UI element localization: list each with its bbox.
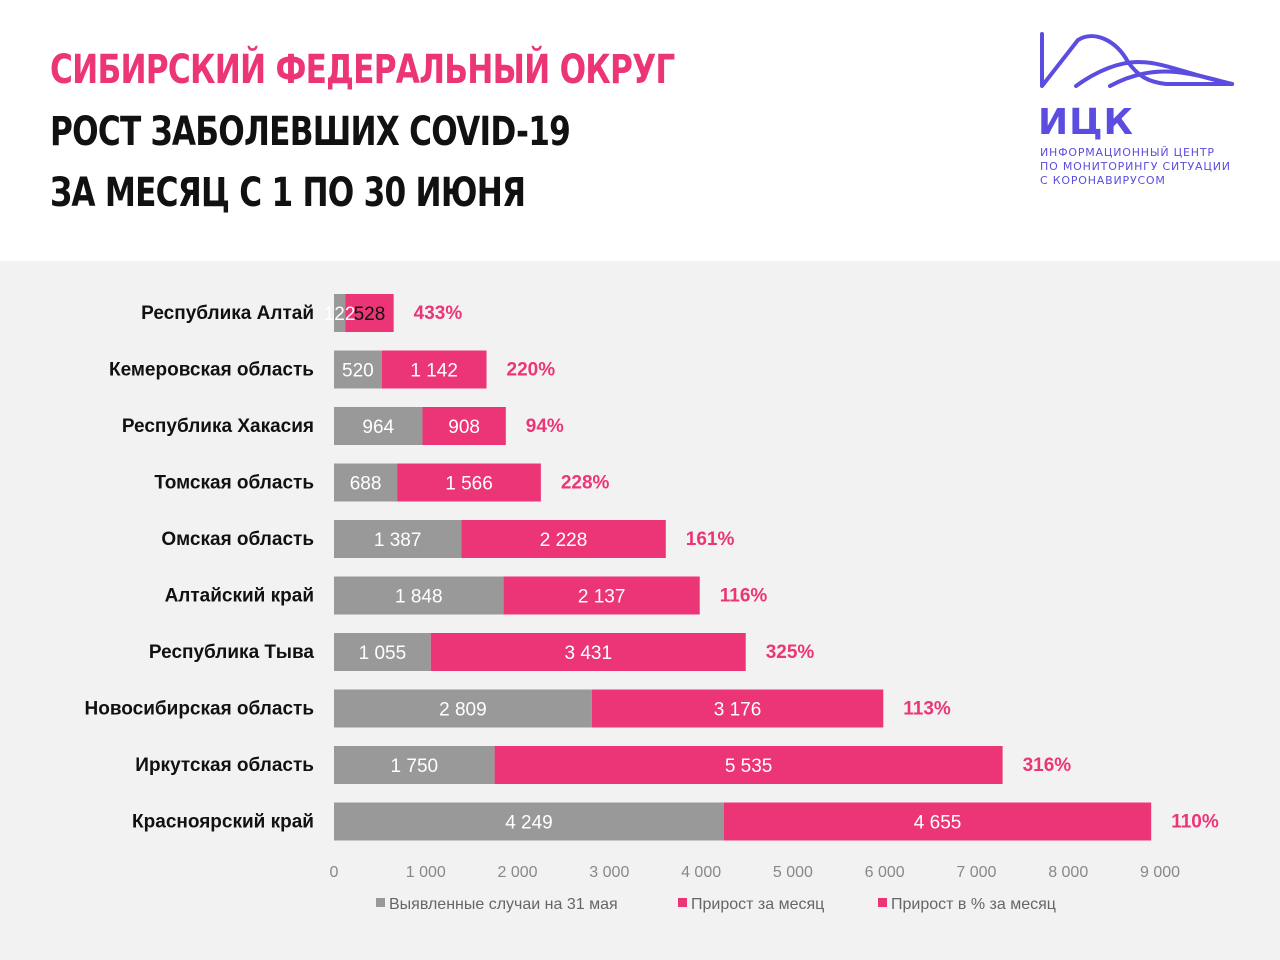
base-value-label: 688 xyxy=(350,474,382,495)
growth-value-label: 5 535 xyxy=(725,756,773,777)
bar-base-segment xyxy=(334,633,431,671)
chart-area: Республика Алтай 122 528 433% Кемеровская об… xyxy=(0,261,1280,960)
growth-value-label: 4 655 xyxy=(914,813,962,834)
growth-value-label: 1 142 xyxy=(410,361,458,382)
bar-base-segment xyxy=(334,463,398,502)
category-label: Алтайский край xyxy=(165,586,314,607)
x-tick-label: 1 000 xyxy=(406,864,446,881)
bar-base-segment xyxy=(334,746,495,784)
bar-base-segment xyxy=(334,802,724,841)
growth-percent-label: 110% xyxy=(1171,812,1219,833)
bar-base-segment xyxy=(334,520,462,558)
x-tick-label: 6 000 xyxy=(865,864,905,881)
category-label: Республика Тыва xyxy=(149,642,315,663)
base-value-label: 1 055 xyxy=(359,643,407,664)
bar-growth-segment xyxy=(591,689,884,728)
base-value-label: 4 249 xyxy=(505,813,553,834)
bar-base-segment xyxy=(334,294,346,332)
x-tick-label: 0 xyxy=(330,864,339,881)
title-region: СИБИРСКИЙ ФЕДЕРАЛЬНЫЙ ОКРУГ xyxy=(50,47,675,93)
logo-caption-line: С КОРОНАВИРУСОМ xyxy=(1040,174,1166,187)
category-label: Томская область xyxy=(154,473,314,494)
bar-growth-segment xyxy=(397,463,541,502)
logo-curve-icon xyxy=(1040,32,1234,88)
x-tick-label: 4 000 xyxy=(681,864,721,881)
bar-base-segment xyxy=(334,350,382,389)
base-value-label: 1 848 xyxy=(395,587,443,608)
growth-value-label: 3 176 xyxy=(714,700,762,721)
growth-value-label: 528 xyxy=(354,304,386,325)
bar-growth-segment xyxy=(461,520,666,558)
growth-percent-label: 113% xyxy=(903,699,951,720)
category-label: Новосибирская область xyxy=(85,699,314,720)
growth-percent-label: 433% xyxy=(414,303,463,324)
growth-value-label: 2 228 xyxy=(540,530,588,551)
x-tick-label: 5 000 xyxy=(773,864,813,881)
logo-caption-line: ИНФОРМАЦИОННЫЙ ЦЕНТР xyxy=(1040,146,1215,159)
base-value-label: 1 387 xyxy=(374,530,422,551)
x-tick-label: 3 000 xyxy=(589,864,629,881)
base-value-label: 520 xyxy=(342,361,374,382)
legend-swatch xyxy=(376,898,385,907)
x-tick-label: 9 000 xyxy=(1140,864,1180,881)
growth-value-label: 1 566 xyxy=(445,474,493,495)
logo: ИЦК xyxy=(1038,32,1234,143)
growth-percent-label: 116% xyxy=(720,586,768,607)
growth-value-label: 2 137 xyxy=(578,587,626,608)
bar-growth-segment xyxy=(381,350,487,389)
category-label: Республика Хакасия xyxy=(122,416,314,437)
category-label: Кемеровская область xyxy=(109,360,314,381)
growth-value-label: 3 431 xyxy=(564,643,612,664)
growth-percent-label: 325% xyxy=(766,642,815,663)
bar-base-segment xyxy=(334,576,504,615)
legend-swatch xyxy=(878,898,887,907)
base-value-label: 2 809 xyxy=(439,700,487,721)
x-tick-label: 8 000 xyxy=(1048,864,1088,881)
legend-label: Выявленные случаи на 31 мая xyxy=(389,896,618,913)
bar-base-segment xyxy=(334,407,423,445)
growth-value-label: 908 xyxy=(448,417,480,438)
x-tick-label: 2 000 xyxy=(498,864,538,881)
category-label: Омская область xyxy=(161,529,314,550)
legend-swatch xyxy=(678,898,687,907)
category-label: Республика Алтай xyxy=(141,303,314,324)
title-subject: РОСТ ЗАБОЛЕВШИХ COVID-19 xyxy=(50,109,571,155)
logo-caption-line: ПО МОНИТОРИНГУ СИТУАЦИИ xyxy=(1040,160,1231,173)
growth-percent-label: 316% xyxy=(1023,755,1072,776)
bar-growth-segment xyxy=(503,576,700,615)
bar-growth-segment xyxy=(494,746,1003,784)
header: СИБИРСКИЙ ФЕДЕРАЛЬНЫЙ ОКРУГ РОСТ ЗАБОЛЕВ… xyxy=(0,0,1280,261)
logo-caption: ИНФОРМАЦИОННЫЙ ЦЕНТР ПО МОНИТОРИНГУ СИТУ… xyxy=(1040,146,1231,188)
bar-growth-segment xyxy=(723,802,1152,841)
x-tick-label: 7 000 xyxy=(956,864,996,881)
bar-growth-segment xyxy=(422,407,506,445)
legend-label: Прирост за месяц xyxy=(691,896,824,913)
growth-percent-label: 220% xyxy=(507,360,556,381)
growth-percent-label: 94% xyxy=(526,416,564,437)
bar-growth-segment xyxy=(345,294,394,332)
legend-label: Прирост в % за месяц xyxy=(891,896,1056,913)
logo-abbreviation: ИЦК xyxy=(1038,102,1134,143)
growth-percent-label: 161% xyxy=(686,529,735,550)
base-value-label: 1 750 xyxy=(391,756,439,777)
bar-growth-segment xyxy=(430,633,746,671)
base-value-label: 964 xyxy=(362,417,394,438)
category-label: Иркутская область xyxy=(135,755,314,776)
category-label: Красноярский край xyxy=(132,812,314,833)
bar-base-segment xyxy=(334,689,592,728)
title-period: ЗА МЕСЯЦ С 1 ПО 30 ИЮНЯ xyxy=(50,170,526,216)
growth-percent-label: 228% xyxy=(561,473,610,494)
base-value-label: 122 xyxy=(324,304,356,325)
